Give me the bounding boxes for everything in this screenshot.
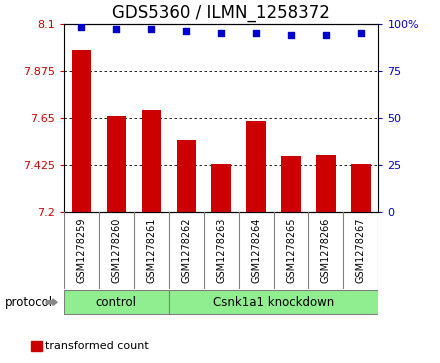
Bar <box>282 156 301 212</box>
Text: GSM1278261: GSM1278261 <box>146 218 156 283</box>
Bar <box>142 110 161 212</box>
Bar <box>169 290 378 314</box>
Bar <box>351 164 370 212</box>
Text: GSM1278265: GSM1278265 <box>286 218 296 283</box>
Text: transformed count: transformed count <box>45 341 149 351</box>
Text: GSM1278259: GSM1278259 <box>76 218 86 283</box>
Point <box>148 26 155 32</box>
Title: GDS5360 / ILMN_1258372: GDS5360 / ILMN_1258372 <box>112 4 330 22</box>
Bar <box>176 140 196 212</box>
Bar <box>72 50 91 212</box>
Bar <box>316 155 336 212</box>
Point <box>253 30 260 36</box>
Text: GSM1278266: GSM1278266 <box>321 218 331 283</box>
Bar <box>212 164 231 212</box>
Bar <box>64 290 169 314</box>
Text: GSM1278264: GSM1278264 <box>251 218 261 283</box>
Bar <box>246 121 266 212</box>
Text: GSM1278262: GSM1278262 <box>181 218 191 283</box>
Text: GSM1278263: GSM1278263 <box>216 218 226 283</box>
Point <box>323 32 330 38</box>
Point <box>287 32 294 38</box>
Text: Csnk1a1 knockdown: Csnk1a1 knockdown <box>213 296 334 309</box>
Point <box>78 24 85 30</box>
Point <box>183 28 190 34</box>
Point <box>218 30 225 36</box>
Point <box>357 30 364 36</box>
Text: protocol: protocol <box>4 296 52 309</box>
Bar <box>106 116 126 212</box>
Text: control: control <box>96 296 137 309</box>
Text: GSM1278260: GSM1278260 <box>111 218 121 283</box>
Text: GSM1278267: GSM1278267 <box>356 218 366 283</box>
Point <box>113 26 120 32</box>
